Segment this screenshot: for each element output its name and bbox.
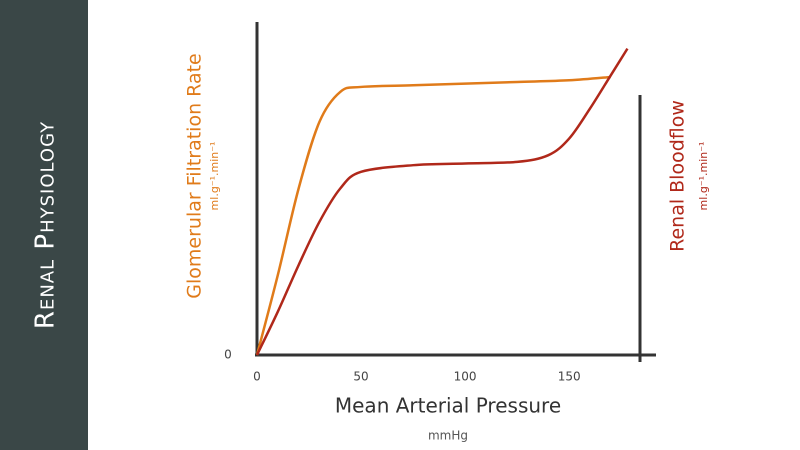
- y-tick-label: 0: [224, 348, 232, 362]
- y2-axis-label: Renal Bloodflow: [667, 100, 689, 252]
- sidebar-title: Renal Physiology: [31, 121, 61, 329]
- x-tick-label: 0: [253, 370, 261, 384]
- y2-axis-unit: ml.g⁻¹.min⁻¹: [697, 142, 710, 211]
- x-tick-label: 150: [558, 370, 581, 384]
- x-axis-unit: mmHg: [428, 429, 468, 443]
- x-tick-label: 100: [454, 370, 477, 384]
- series-line: [255, 75, 611, 356]
- x-axis-label: Mean Arterial Pressure: [335, 394, 561, 418]
- y-axis-label: Glomerular Filtration Rate: [184, 53, 206, 298]
- x-tick-label: 50: [353, 370, 368, 384]
- y-axis-unit: ml.g⁻¹.min⁻¹: [208, 142, 221, 211]
- series-line: [255, 47, 629, 356]
- sidebar: [0, 0, 88, 450]
